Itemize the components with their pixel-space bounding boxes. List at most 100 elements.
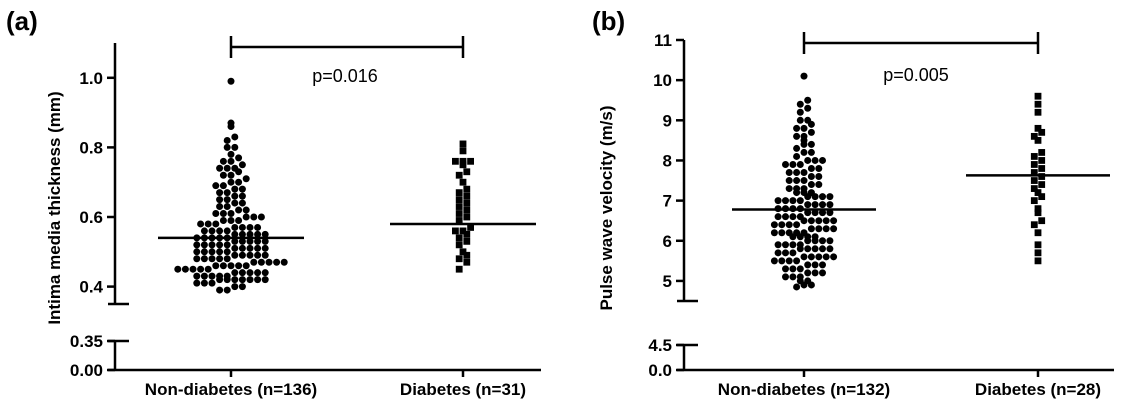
panel-b-point-non-diabetes <box>804 209 812 217</box>
panel-a-point-non-diabetes <box>216 248 224 256</box>
panel-b-point-non-diabetes <box>807 148 815 156</box>
panel-a-point-non-diabetes <box>235 206 243 214</box>
panel-b-point-non-diabetes <box>789 265 797 273</box>
panel-a-point-non-diabetes <box>223 248 231 256</box>
panel-a-point-non-diabetes <box>219 157 227 165</box>
panel-b-p-value: p=0.005 <box>883 65 949 85</box>
panel-b-point-non-diabetes <box>785 221 793 229</box>
panel-a-point-diabetes <box>463 168 471 176</box>
panel-b-point-non-diabetes <box>807 281 815 289</box>
panel-a-point-non-diabetes <box>227 262 235 270</box>
panel-b-point-non-diabetes <box>789 213 797 221</box>
panel-b-point-non-diabetes <box>807 120 815 128</box>
panel-a-point-diabetes <box>463 192 471 200</box>
panel-b-point-non-diabetes <box>807 181 815 189</box>
panel-a-point-non-diabetes <box>219 216 227 224</box>
panel-a-y-tick-label: 0.35 <box>70 332 103 351</box>
panel-a-point-non-diabetes <box>265 258 273 266</box>
panel-a-point-non-diabetes <box>227 171 235 179</box>
panel-b-point-non-diabetes <box>793 152 801 160</box>
panel-a-point-non-diabetes <box>227 210 235 218</box>
panel-b-point-non-diabetes <box>800 148 808 156</box>
panel-b-point-diabetes <box>1038 193 1046 200</box>
panel-b-point-non-diabetes <box>785 169 793 177</box>
panel-b-point-non-diabetes <box>815 253 823 261</box>
panel-a-point-non-diabetes <box>219 262 227 270</box>
panel-a-point-diabetes <box>463 206 471 214</box>
panel-a-point-diabetes <box>467 157 474 165</box>
panel-a-point-non-diabetes <box>227 178 235 186</box>
panel-a-point-diabetes <box>455 241 463 249</box>
panel-a-point-non-diabetes <box>204 265 212 273</box>
panel-b-point-non-diabetes <box>815 225 823 233</box>
panel-a-point-non-diabetes <box>216 255 224 263</box>
panel-a-point-non-diabetes <box>216 203 224 211</box>
panel-b-point-non-diabetes <box>819 245 826 253</box>
panel-b-point-non-diabetes <box>796 108 804 116</box>
panel-b-point-non-diabetes <box>804 104 812 112</box>
panel-b-point-non-diabetes <box>807 253 815 261</box>
panel-b-point-non-diabetes <box>815 173 823 181</box>
panel-a-point-non-diabetes <box>246 244 254 252</box>
panel-a-point-diabetes <box>463 213 471 221</box>
panel-a-point-non-diabetes <box>254 244 262 252</box>
panel-b-point-non-diabetes <box>793 169 801 177</box>
panel-a-point-non-diabetes <box>223 241 231 249</box>
panel-b-point-diabetes <box>1034 209 1042 217</box>
panel-a-point-non-diabetes <box>193 272 201 280</box>
panel-a-point-non-diabetes <box>231 185 239 193</box>
panel-a-point-non-diabetes <box>208 241 216 249</box>
panel-b-point-non-diabetes <box>800 177 808 185</box>
panel-a-point-diabetes <box>455 265 463 273</box>
panel-b-point-non-diabetes <box>793 144 801 152</box>
panel-b-point-non-diabetes <box>819 156 826 164</box>
panel-a-point-diabetes <box>459 140 467 148</box>
panel-a-point-diabetes <box>455 234 463 242</box>
panel-b-point-non-diabetes <box>819 261 826 269</box>
panel-a-point-diabetes <box>459 178 467 186</box>
panel-b-y-tick-label: 5 <box>663 272 672 291</box>
panel-b-point-non-diabetes <box>793 257 801 265</box>
panel-b-point-non-diabetes <box>830 225 838 233</box>
panel-a-point-non-diabetes <box>254 223 262 231</box>
panel-a-point-non-diabetes <box>219 171 227 179</box>
panel-a-point-non-diabetes <box>197 220 205 228</box>
panel-a-point-non-diabetes <box>219 182 227 190</box>
panel-b-point-non-diabetes <box>807 217 815 225</box>
panel-b-label: (b) <box>592 6 625 36</box>
panel-b-point-diabetes <box>1034 205 1042 213</box>
panel-a-point-non-diabetes <box>238 244 246 252</box>
panel-a-point-non-diabetes <box>238 237 246 245</box>
panel-b-y-tick-label: 0.0 <box>648 361 672 380</box>
panel-a-point-non-diabetes <box>231 133 239 141</box>
panel-a-point-non-diabetes <box>219 210 227 218</box>
panel-a-point-non-diabetes <box>231 223 239 231</box>
panel-a-point-non-diabetes <box>223 164 231 172</box>
panel-b-point-non-diabetes <box>815 181 823 189</box>
panel-b-point-non-diabetes <box>811 261 819 269</box>
panel-a-point-non-diabetes <box>250 258 258 266</box>
panel-a-category-label-1: Diabetes (n=31) <box>400 380 526 399</box>
panel-a-point-non-diabetes <box>231 199 239 207</box>
panel-b-point-non-diabetes <box>826 237 834 245</box>
panel-a-category-label-0: Non-diabetes (n=136) <box>145 380 317 399</box>
panel-a-point-diabetes <box>455 217 463 224</box>
panel-a-point-diabetes <box>463 231 471 238</box>
panel-a-point-non-diabetes <box>238 269 246 277</box>
panel-a-point-diabetes <box>459 147 467 155</box>
panel-a-point-non-diabetes <box>238 161 246 169</box>
panel-a-point-non-diabetes <box>212 210 220 218</box>
panel-b-point-non-diabetes <box>826 245 834 253</box>
panel-a-point-non-diabetes <box>246 251 254 259</box>
panel-a-point-non-diabetes <box>223 276 231 284</box>
panel-a-point-non-diabetes <box>231 269 239 277</box>
panel-b-point-non-diabetes <box>796 116 804 124</box>
panel-b-point-non-diabetes <box>826 209 834 217</box>
panel-b-y-tick-label: 10 <box>653 71 672 90</box>
panel-a-point-non-diabetes <box>189 265 197 273</box>
panel-a-point-non-diabetes <box>204 220 212 228</box>
panel-a-point-non-diabetes <box>212 220 220 228</box>
panel-b-point-non-diabetes <box>819 237 826 245</box>
panel-b-point-non-diabetes <box>774 241 782 249</box>
panel-b-point-non-diabetes <box>793 189 801 197</box>
